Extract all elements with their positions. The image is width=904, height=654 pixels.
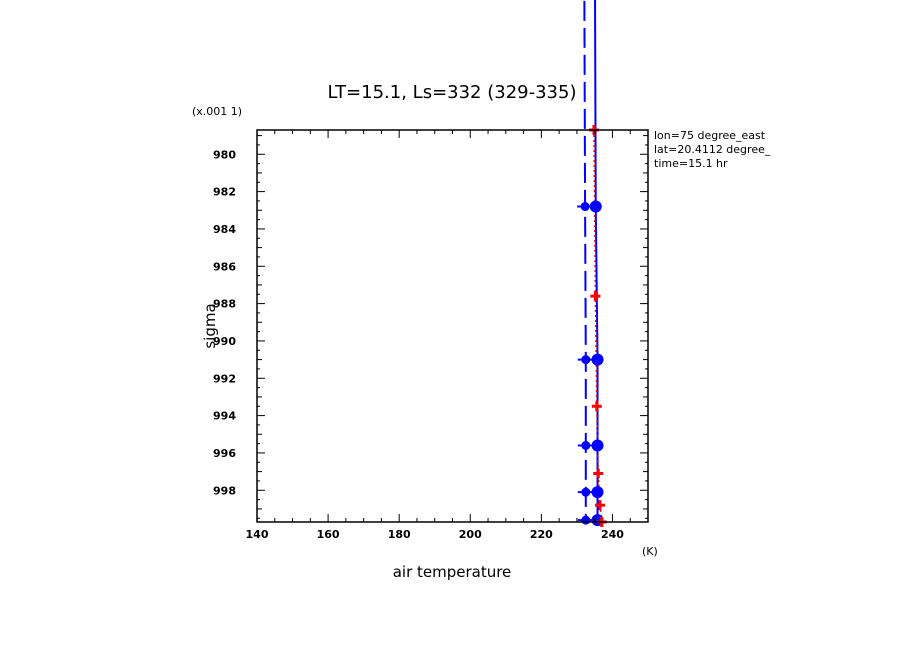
x-tick-label: 220 [530, 528, 553, 541]
y-tick-label: 986 [213, 260, 236, 273]
y-tick-label: 982 [213, 186, 236, 199]
annotations: lon=75 degree_east lat=20.4112 degree_ t… [654, 129, 771, 170]
y-axis-label: sigma [201, 303, 219, 348]
marker-layer [577, 125, 607, 527]
chart-title: LT=15.1, Ls=332 (329-335) [328, 82, 577, 103]
series-line-1 [583, 0, 587, 521]
data-point [591, 439, 604, 452]
axes-layer: 140 160 180 200 220 240 980 982 984 986 988 990 992 9… [213, 129, 649, 541]
y-tick-label: 996 [213, 447, 236, 460]
x-tick-label: 160 [317, 528, 340, 541]
y-axis-unit: (x.001 1) [192, 105, 242, 118]
y-tick-label: 994 [213, 410, 236, 423]
y-tick-label: 984 [213, 223, 236, 236]
y-tick-label: 990 [213, 335, 236, 348]
data-point [591, 486, 604, 499]
y-tick-label: 980 [213, 148, 236, 161]
y-tick-label: 998 [213, 484, 236, 497]
x-tick-label: 180 [388, 528, 411, 541]
x-tick-label: 200 [459, 528, 482, 541]
data-point [589, 200, 602, 213]
x-tick-label: 240 [601, 528, 624, 541]
x-axis-label: air temperature [393, 563, 512, 581]
annotation-time: time=15.1 hr [654, 157, 728, 170]
plot-frame [256, 129, 649, 523]
annotation-lon: lon=75 degree_east [654, 129, 766, 142]
data-point [591, 353, 604, 366]
y-tick-label: 988 [213, 298, 236, 311]
x-axis-unit: (K) [642, 545, 658, 558]
x-tick-label: 140 [246, 528, 269, 541]
annotation-lat: lat=20.4112 degree_ [654, 143, 771, 156]
y-tick-label: 992 [213, 372, 236, 385]
